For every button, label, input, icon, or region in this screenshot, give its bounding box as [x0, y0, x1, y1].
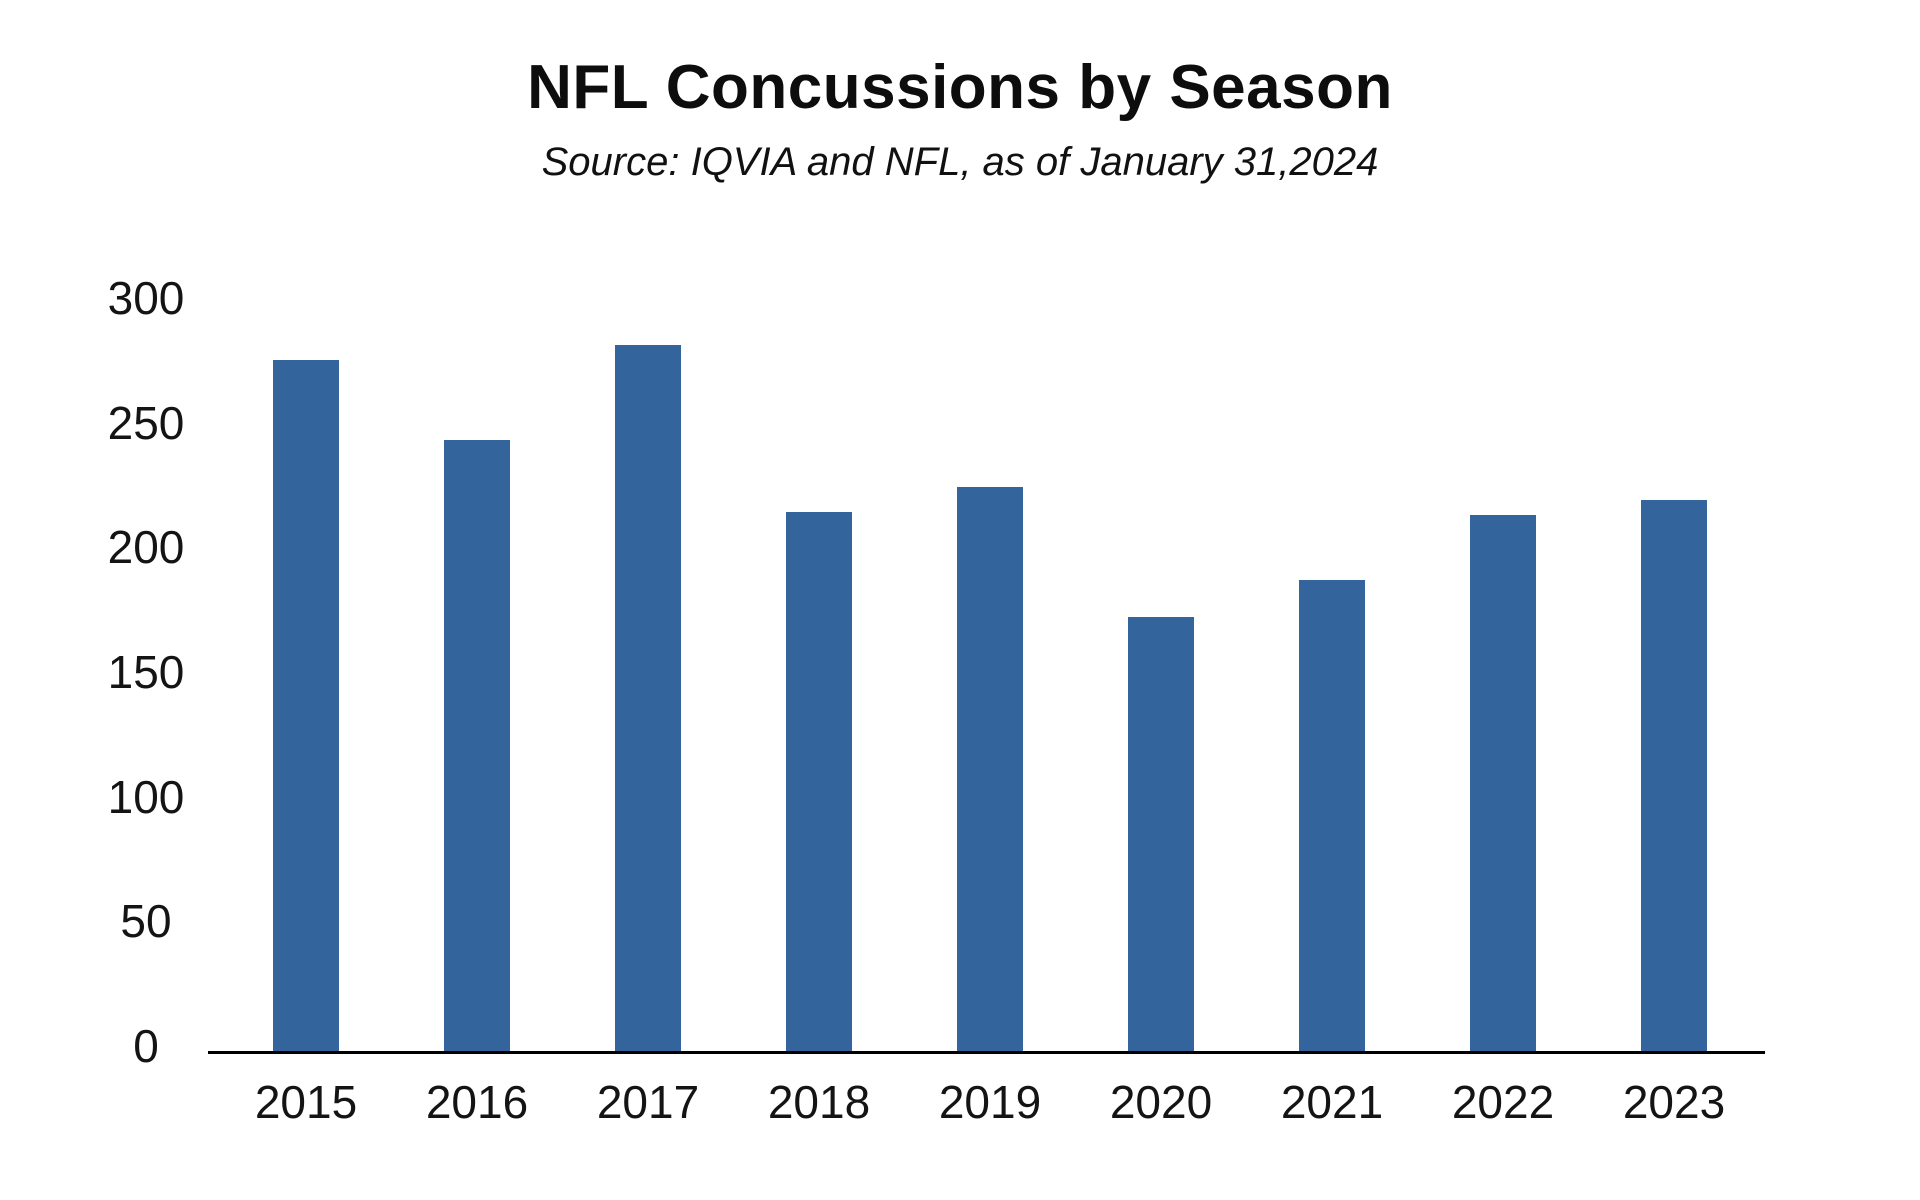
bar-2023: [1641, 499, 1707, 1053]
x-tick-label-2021: 2021: [1280, 1076, 1384, 1128]
bar-2021: [1299, 579, 1365, 1053]
x-tick-label-2020: 2020: [1109, 1076, 1213, 1128]
bar-2019: [957, 487, 1023, 1053]
y-tick-label-150: 150: [107, 646, 185, 698]
y-tick-label-200: 200: [107, 521, 185, 574]
x-tick-label-2023: 2023: [1622, 1076, 1726, 1128]
bar-2020: [1128, 617, 1194, 1053]
x-tick-label-2016: 2016: [425, 1076, 529, 1128]
x-tick-label-2017: 2017: [596, 1076, 700, 1128]
y-tick-label-50: 50: [120, 895, 172, 948]
x-tick-label-2019: 2019: [938, 1076, 1042, 1128]
y-tick-label-100: 100: [107, 770, 185, 823]
y-tick-label-250: 250: [107, 396, 185, 449]
x-tick-label-2015: 2015: [254, 1076, 358, 1128]
bar-2022: [1470, 514, 1536, 1053]
y-tick-label-0: 0: [133, 1020, 159, 1072]
chart-subtitle: Source: IQVIA and NFL, as of January 31,…: [541, 140, 1379, 184]
x-tick-label-2022: 2022: [1451, 1076, 1555, 1128]
bar-2015: [273, 360, 339, 1053]
y-tick-label-300: 300: [107, 272, 185, 324]
bar-2018: [786, 512, 852, 1053]
bar-2016: [444, 440, 510, 1053]
bar-2017: [615, 345, 681, 1053]
chart-title: NFL Concussions by Season: [527, 53, 1393, 122]
x-tick-label-2018: 2018: [767, 1076, 871, 1128]
x-axis-line: [208, 1051, 1765, 1054]
